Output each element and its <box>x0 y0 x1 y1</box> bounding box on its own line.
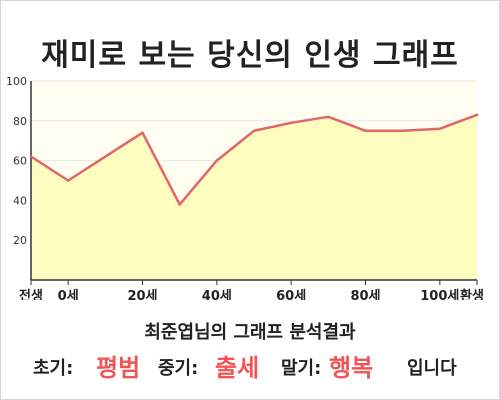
y-tick-label: 80 <box>13 115 27 128</box>
life-area-fill <box>31 114 477 280</box>
y-tick-label: 60 <box>13 155 27 168</box>
y-tick-label: 20 <box>13 234 27 247</box>
x-tick-label: 전생 <box>19 288 43 300</box>
late-stage-label: 말기: <box>281 358 322 379</box>
y-tick-labels: 20 40 60 80 100 <box>6 75 27 247</box>
x-tick-label: 40세 <box>202 289 232 300</box>
analysis-summary: 최준엽님의 그래프 분석결과 <box>144 322 356 343</box>
x-tick-label: 100세 <box>420 289 459 300</box>
data-point <box>438 127 442 131</box>
axes <box>30 81 478 285</box>
x-tick-labels: 전생 0세 20세 40세 60세 80세 100세 환생 <box>19 288 484 300</box>
mid-stage-value: 출세 <box>215 354 260 382</box>
data-point <box>289 121 293 125</box>
analysis-result: 초기: 평범 중기: 출세 말기: 행복 입니다 <box>0 344 500 384</box>
x-tick-label: 60세 <box>276 289 306 300</box>
data-point <box>215 159 219 162</box>
mid-stage-label: 중기: <box>158 358 199 379</box>
x-tick-label: 80세 <box>350 289 380 300</box>
early-stage-value: 평범 <box>96 354 141 382</box>
early-stage-label: 초기: <box>33 358 74 379</box>
y-tick-label: 40 <box>13 194 27 207</box>
data-point <box>475 113 479 117</box>
x-tick-label: 0세 <box>58 289 79 300</box>
result-ending: 입니다 <box>407 358 457 379</box>
data-point <box>252 129 256 133</box>
life-graph-chart: 20 40 60 80 100 전생 0세 20세 40세 60세 80세 100세 환생 <box>6 75 484 300</box>
data-point <box>141 131 144 135</box>
y-tick-label: 100 <box>6 75 27 88</box>
data-point <box>29 155 33 158</box>
data-point <box>66 179 70 182</box>
life-line-series <box>30 113 478 206</box>
data-point <box>178 203 181 206</box>
data-points <box>29 113 479 206</box>
x-tick-label: 20세 <box>127 289 157 300</box>
data-point <box>401 129 404 133</box>
data-point <box>364 129 367 133</box>
data-point <box>327 115 330 119</box>
x-tick-label: 환생 <box>460 288 484 300</box>
chart-title: 재미로 보는 당신의 인생 그래프 <box>41 38 459 73</box>
late-stage-value: 행복 <box>329 354 374 382</box>
